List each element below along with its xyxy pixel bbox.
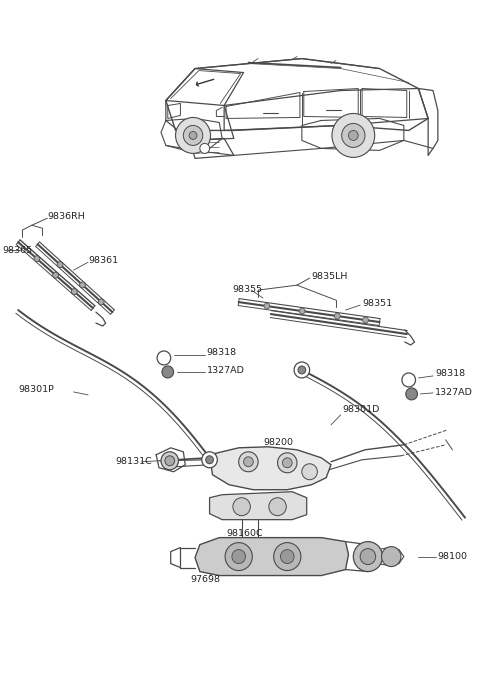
Circle shape <box>382 547 401 567</box>
Circle shape <box>280 549 294 563</box>
Text: 1327AD: 1327AD <box>207 366 244 376</box>
Circle shape <box>342 124 365 147</box>
Text: 98301D: 98301D <box>343 406 380 415</box>
Circle shape <box>72 288 77 295</box>
Circle shape <box>53 272 59 278</box>
Circle shape <box>353 542 383 572</box>
Polygon shape <box>195 537 348 576</box>
Circle shape <box>335 313 340 319</box>
Circle shape <box>362 317 369 323</box>
Circle shape <box>264 303 270 309</box>
Circle shape <box>176 117 211 154</box>
Circle shape <box>282 458 292 468</box>
Polygon shape <box>210 491 307 519</box>
Circle shape <box>189 131 197 140</box>
Text: 98361: 98361 <box>88 255 118 265</box>
Circle shape <box>348 131 358 140</box>
Text: 1327AD: 1327AD <box>435 388 473 397</box>
Circle shape <box>200 143 210 154</box>
Text: 9836RH: 9836RH <box>48 211 85 221</box>
Circle shape <box>205 456 214 463</box>
Circle shape <box>402 373 416 387</box>
Text: 98301P: 98301P <box>18 385 54 394</box>
Circle shape <box>298 366 306 374</box>
Circle shape <box>277 453 297 473</box>
Circle shape <box>202 452 217 468</box>
Circle shape <box>332 114 375 157</box>
Circle shape <box>302 463 317 480</box>
Circle shape <box>269 498 286 516</box>
Polygon shape <box>210 447 331 490</box>
Circle shape <box>294 362 310 378</box>
Circle shape <box>34 255 40 262</box>
Circle shape <box>360 549 376 565</box>
Text: 9835LH: 9835LH <box>312 272 348 281</box>
Circle shape <box>157 351 171 365</box>
Text: 98318: 98318 <box>207 348 237 357</box>
Text: 98160C: 98160C <box>226 529 263 538</box>
Circle shape <box>57 262 63 267</box>
Text: 98351: 98351 <box>362 299 392 308</box>
Circle shape <box>243 456 253 467</box>
Circle shape <box>225 542 252 570</box>
Circle shape <box>183 126 203 145</box>
Circle shape <box>299 308 305 314</box>
Text: 98365: 98365 <box>2 246 33 255</box>
Circle shape <box>406 388 418 400</box>
Text: 98355: 98355 <box>232 285 262 294</box>
Circle shape <box>161 452 179 470</box>
Circle shape <box>232 549 245 563</box>
Circle shape <box>98 299 104 305</box>
Circle shape <box>162 366 174 378</box>
Text: 98131C: 98131C <box>115 457 152 466</box>
Circle shape <box>233 498 251 516</box>
Circle shape <box>274 542 301 570</box>
Text: 98100: 98100 <box>438 552 468 561</box>
Circle shape <box>165 456 175 466</box>
Circle shape <box>80 282 85 288</box>
Text: 97698: 97698 <box>190 575 220 584</box>
Text: 98318: 98318 <box>435 369 465 378</box>
Text: 98200: 98200 <box>263 438 293 447</box>
Circle shape <box>239 452 258 472</box>
